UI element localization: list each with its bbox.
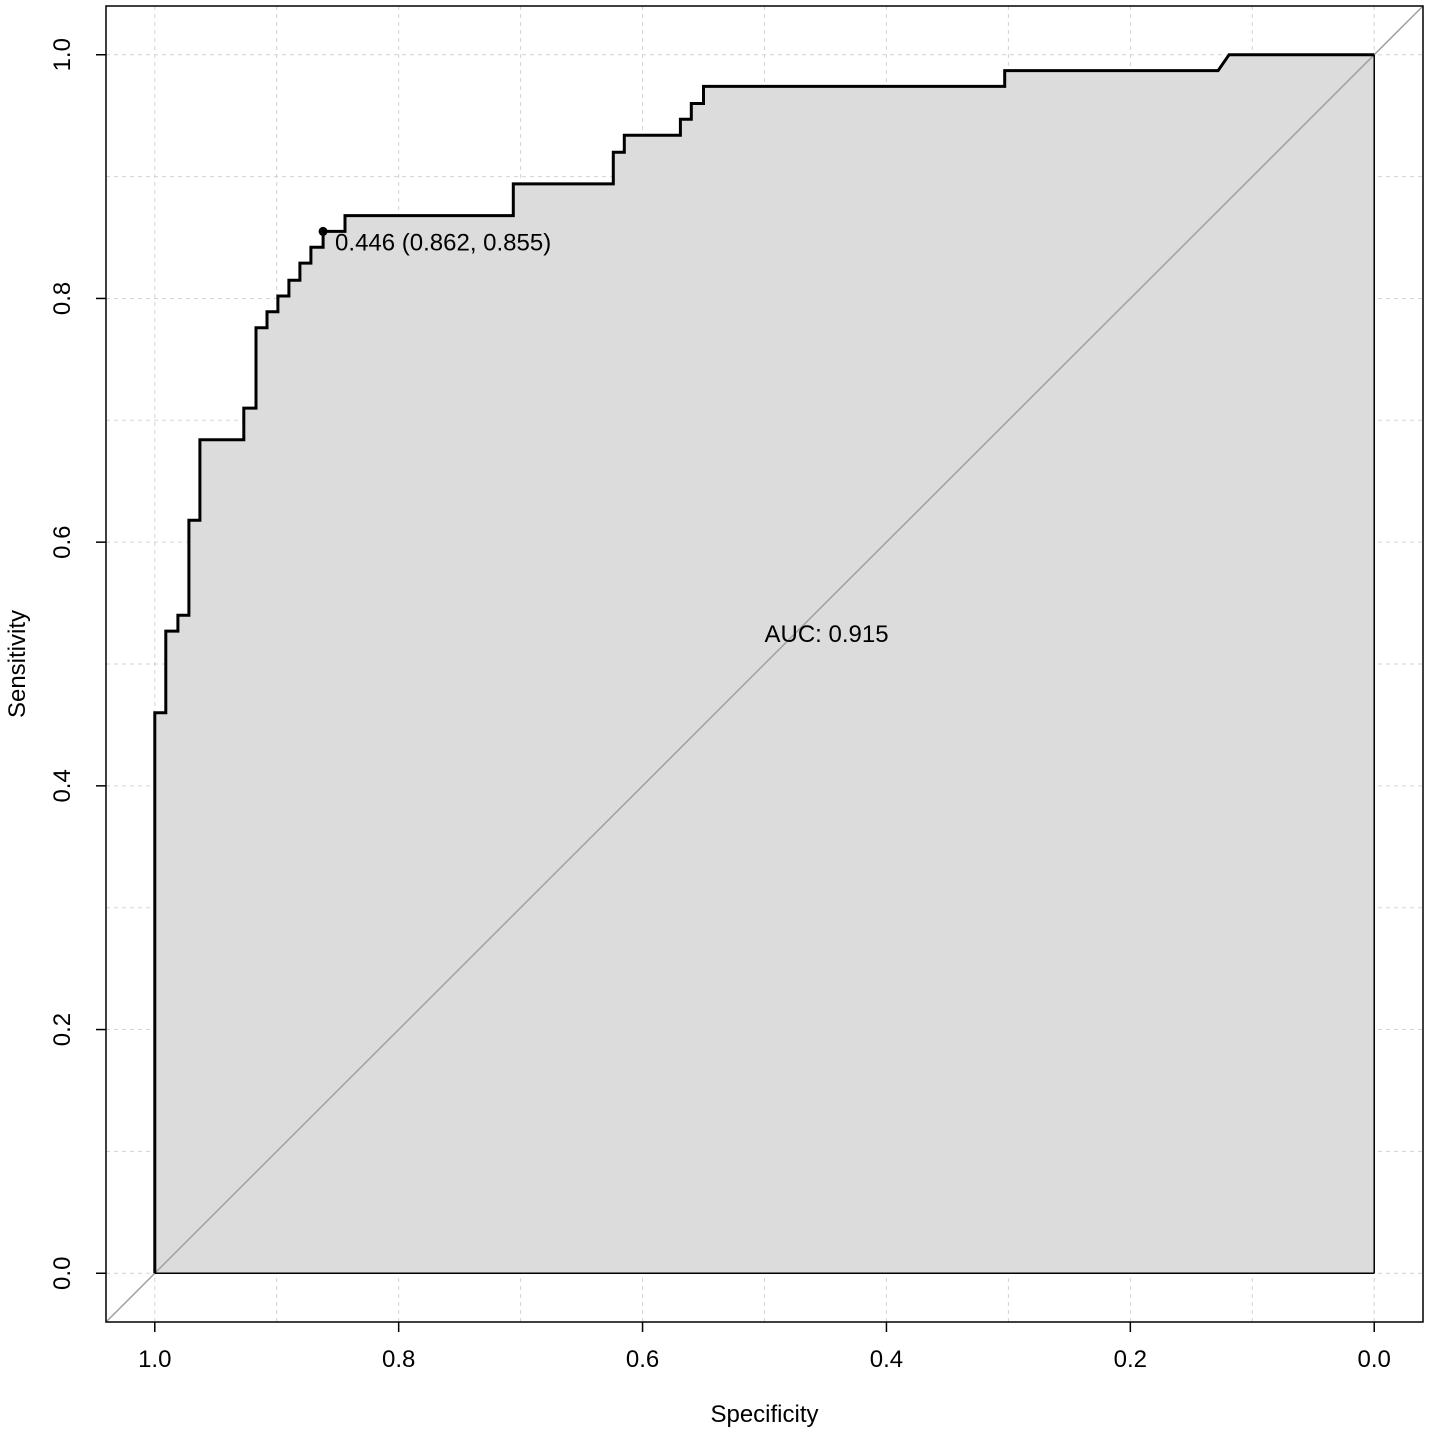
y-tick-label: 0.8 [49, 282, 76, 315]
y-tick-label: 0.6 [49, 525, 76, 558]
roc-curve-layer [153, 53, 1375, 1275]
y-tick-label: 0.4 [49, 769, 76, 802]
x-tick-label: 0.4 [870, 1346, 903, 1373]
plot-frame [105, 5, 1424, 1323]
x-tick-label: 0.0 [1358, 1346, 1391, 1373]
y-axis-title: Sensitivity [4, 610, 31, 718]
x-axis-title: Specificity [710, 1401, 818, 1428]
x-tick-label: 0.8 [382, 1346, 415, 1373]
y-tick-label: 0.0 [49, 1257, 76, 1290]
threshold-label: 0.446 (0.862, 0.855) [335, 229, 551, 256]
roc-curve [153, 53, 1375, 1274]
x-tick-label: 0.2 [1114, 1346, 1147, 1373]
plot-border [105, 5, 1424, 1323]
chance-diagonal-line [105, 5, 1424, 1323]
y-tick-label: 1.0 [49, 38, 76, 71]
x-axis: 1.0 0.8 0.6 0.4 0.2 0.0 [138, 1322, 1391, 1373]
x-tick-label: 1.0 [138, 1346, 171, 1373]
auc-label: AUC: 0.915 [765, 621, 889, 648]
threshold-point [318, 226, 328, 236]
annotations: 0.446 (0.862, 0.855) AUC: 0.915 [318, 226, 889, 648]
chance-diagonal [105, 5, 1424, 1323]
y-tick-label: 0.2 [49, 1013, 76, 1046]
x-tick-label: 0.6 [626, 1346, 659, 1373]
y-axis: 0.0 0.2 0.4 0.6 0.8 1.0 [49, 38, 106, 1290]
